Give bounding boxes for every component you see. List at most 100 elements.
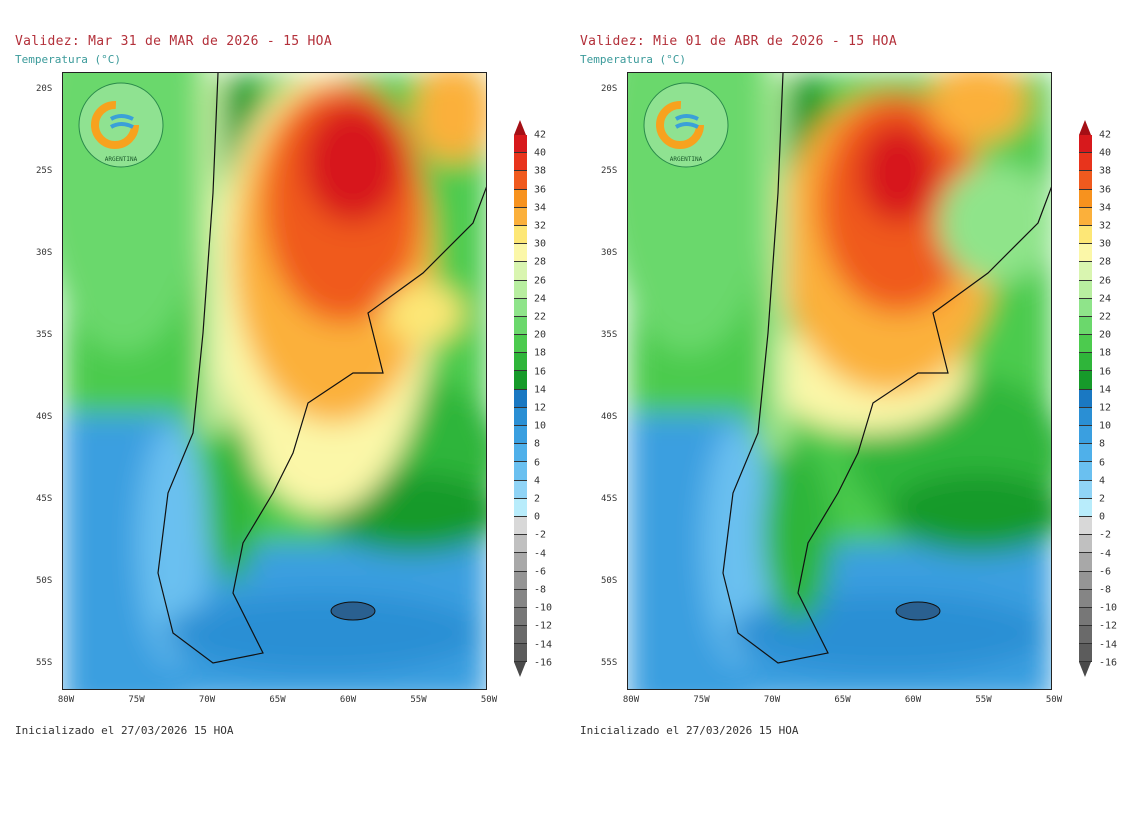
colorbar-bin	[514, 498, 527, 517]
logo-text: ARGENTINA	[105, 156, 138, 163]
colorbar-bin	[1079, 262, 1092, 281]
colorbar-bin	[514, 225, 527, 245]
smn-logo: ARGENTINA	[78, 82, 164, 168]
colorbar-bin	[1079, 189, 1092, 208]
colorbar-under-arrow	[1079, 662, 1091, 678]
colorbar-bin	[1079, 335, 1092, 354]
temperature-field: ARGENTINA	[63, 73, 486, 689]
colorbar-bin	[514, 607, 527, 627]
colorbar-bin	[1079, 244, 1092, 263]
colorbar-bin	[1079, 553, 1092, 572]
lon-label: 80W	[622, 695, 640, 705]
colorbar-label: 24	[1099, 293, 1112, 305]
colorbar-bin	[1079, 480, 1092, 499]
colorbar-label: 26	[534, 275, 547, 287]
colorbar-bin	[1079, 644, 1092, 663]
colorbar-label: -10	[1099, 602, 1118, 614]
colorbar-label: 32	[534, 220, 547, 232]
colorbar-bin	[514, 335, 527, 354]
colorbar-bin	[1079, 498, 1092, 517]
colorbar-label: 20	[1099, 329, 1112, 341]
colorbar-bin	[1079, 316, 1092, 336]
colorbar-bin	[514, 280, 527, 299]
colorbar-bin	[1079, 571, 1092, 590]
colorbar-label: 28	[1099, 256, 1112, 268]
colorbar-label: 42	[1099, 129, 1112, 141]
colorbar-under-arrow	[514, 662, 526, 678]
colorbar-label: -6	[1099, 566, 1112, 578]
colorbar-label: -8	[534, 584, 547, 596]
colorbar-label: 22	[534, 311, 547, 323]
colorbar-bin	[1079, 407, 1092, 426]
lat-label: 45S	[36, 494, 53, 504]
lat-label: 50S	[36, 576, 53, 586]
colorbar-bin	[514, 589, 527, 608]
colorbar-bin	[1079, 626, 1092, 645]
variable-subtitle: Temperatura (°C)	[15, 53, 121, 66]
colorbar-bin	[1079, 298, 1092, 317]
colorbar-bin	[1079, 516, 1092, 536]
colorbar-label: 4	[534, 475, 541, 487]
lat-label: 20S	[36, 84, 53, 94]
colorbar-bin	[514, 389, 527, 408]
colorbar-label: 8	[534, 438, 541, 450]
colorbar-bin	[514, 462, 527, 481]
lat-label: 30S	[36, 248, 53, 258]
colorbar-bin	[1079, 444, 1092, 463]
colorbar-bin	[514, 516, 527, 536]
colorbar-bin	[1079, 135, 1092, 154]
colorbar: 42 40 38 36 34 32 30 28 26 24 22 20 18 16 14 12 10 8 6 4 2 0-…	[1079, 120, 1117, 678]
colorbar-over-arrow	[514, 120, 526, 135]
colorbar-bin	[514, 189, 527, 208]
lat-label: 35S	[36, 330, 53, 340]
lon-label: 65W	[269, 695, 286, 705]
colorbar-label: 42	[534, 129, 547, 141]
colorbar-label: 36	[1099, 184, 1112, 196]
colorbar-label: -2	[534, 529, 547, 541]
colorbar-label: 6	[1099, 457, 1106, 469]
colorbar: 42 40 38 36 34 32 30 28 26 24 22 20 18 16 14 12 10 8 6 4 2 0-…	[514, 120, 552, 678]
colorbar-bin	[1079, 462, 1092, 481]
colorbar-label: -2	[1099, 529, 1112, 541]
colorbar-bin	[514, 480, 527, 499]
colorbar-label: -16	[1099, 657, 1118, 669]
lat-label: 40S	[601, 412, 618, 422]
init-label: Inicializado el 27/03/2026 15 HOA	[15, 724, 234, 737]
colorbar-label: 34	[1099, 202, 1112, 214]
colorbar-label: 0	[1099, 511, 1106, 523]
init-label: Inicializado el 27/03/2026 15 HOA	[580, 724, 799, 737]
colorbar-label: -10	[534, 602, 553, 614]
colorbar-bin	[514, 407, 527, 426]
colorbar-bin	[1079, 225, 1092, 245]
colorbar-bin	[1079, 207, 1092, 226]
colorbar-label: 32	[1099, 220, 1112, 232]
colorbar-label: 16	[1099, 366, 1112, 378]
colorbar-bin	[514, 426, 527, 445]
smn-logo: ARGENTINA	[643, 82, 729, 168]
colorbar-over-arrow	[1079, 120, 1091, 135]
lon-label: 55W	[410, 695, 427, 705]
lon-label: 70W	[763, 695, 781, 705]
lat-label: 55S	[601, 658, 618, 668]
lat-label: 45S	[601, 494, 618, 504]
colorbar-bin	[1079, 535, 1092, 554]
colorbar-bin	[514, 535, 527, 554]
colorbar-bin	[514, 371, 527, 390]
colorbar-label: -4	[1099, 548, 1112, 560]
colorbar-label: 38	[534, 165, 547, 177]
map-panel-left: Validez: Mar 31 de MAR de 2026 - 15 HOA …	[15, 34, 552, 737]
temperature-map: ARGENTINA	[627, 72, 1052, 690]
colorbar-bin	[1079, 589, 1092, 608]
lon-label: 80W	[57, 695, 75, 705]
colorbar-label: 24	[534, 293, 547, 305]
colorbar-label: -14	[1099, 639, 1118, 651]
colorbar-bin	[514, 153, 527, 172]
colorbar-label: -4	[534, 548, 547, 560]
variable-subtitle: Temperatura (°C)	[580, 53, 686, 66]
validity-title: Validez: Mie 01 de ABR de 2026 - 15 HOA	[580, 34, 897, 49]
colorbar-bin	[1079, 389, 1092, 408]
colorbar-bin	[1079, 153, 1092, 172]
colorbar-label: 14	[534, 384, 547, 396]
lat-label: 55S	[36, 658, 53, 668]
lon-label: 60W	[904, 695, 922, 705]
